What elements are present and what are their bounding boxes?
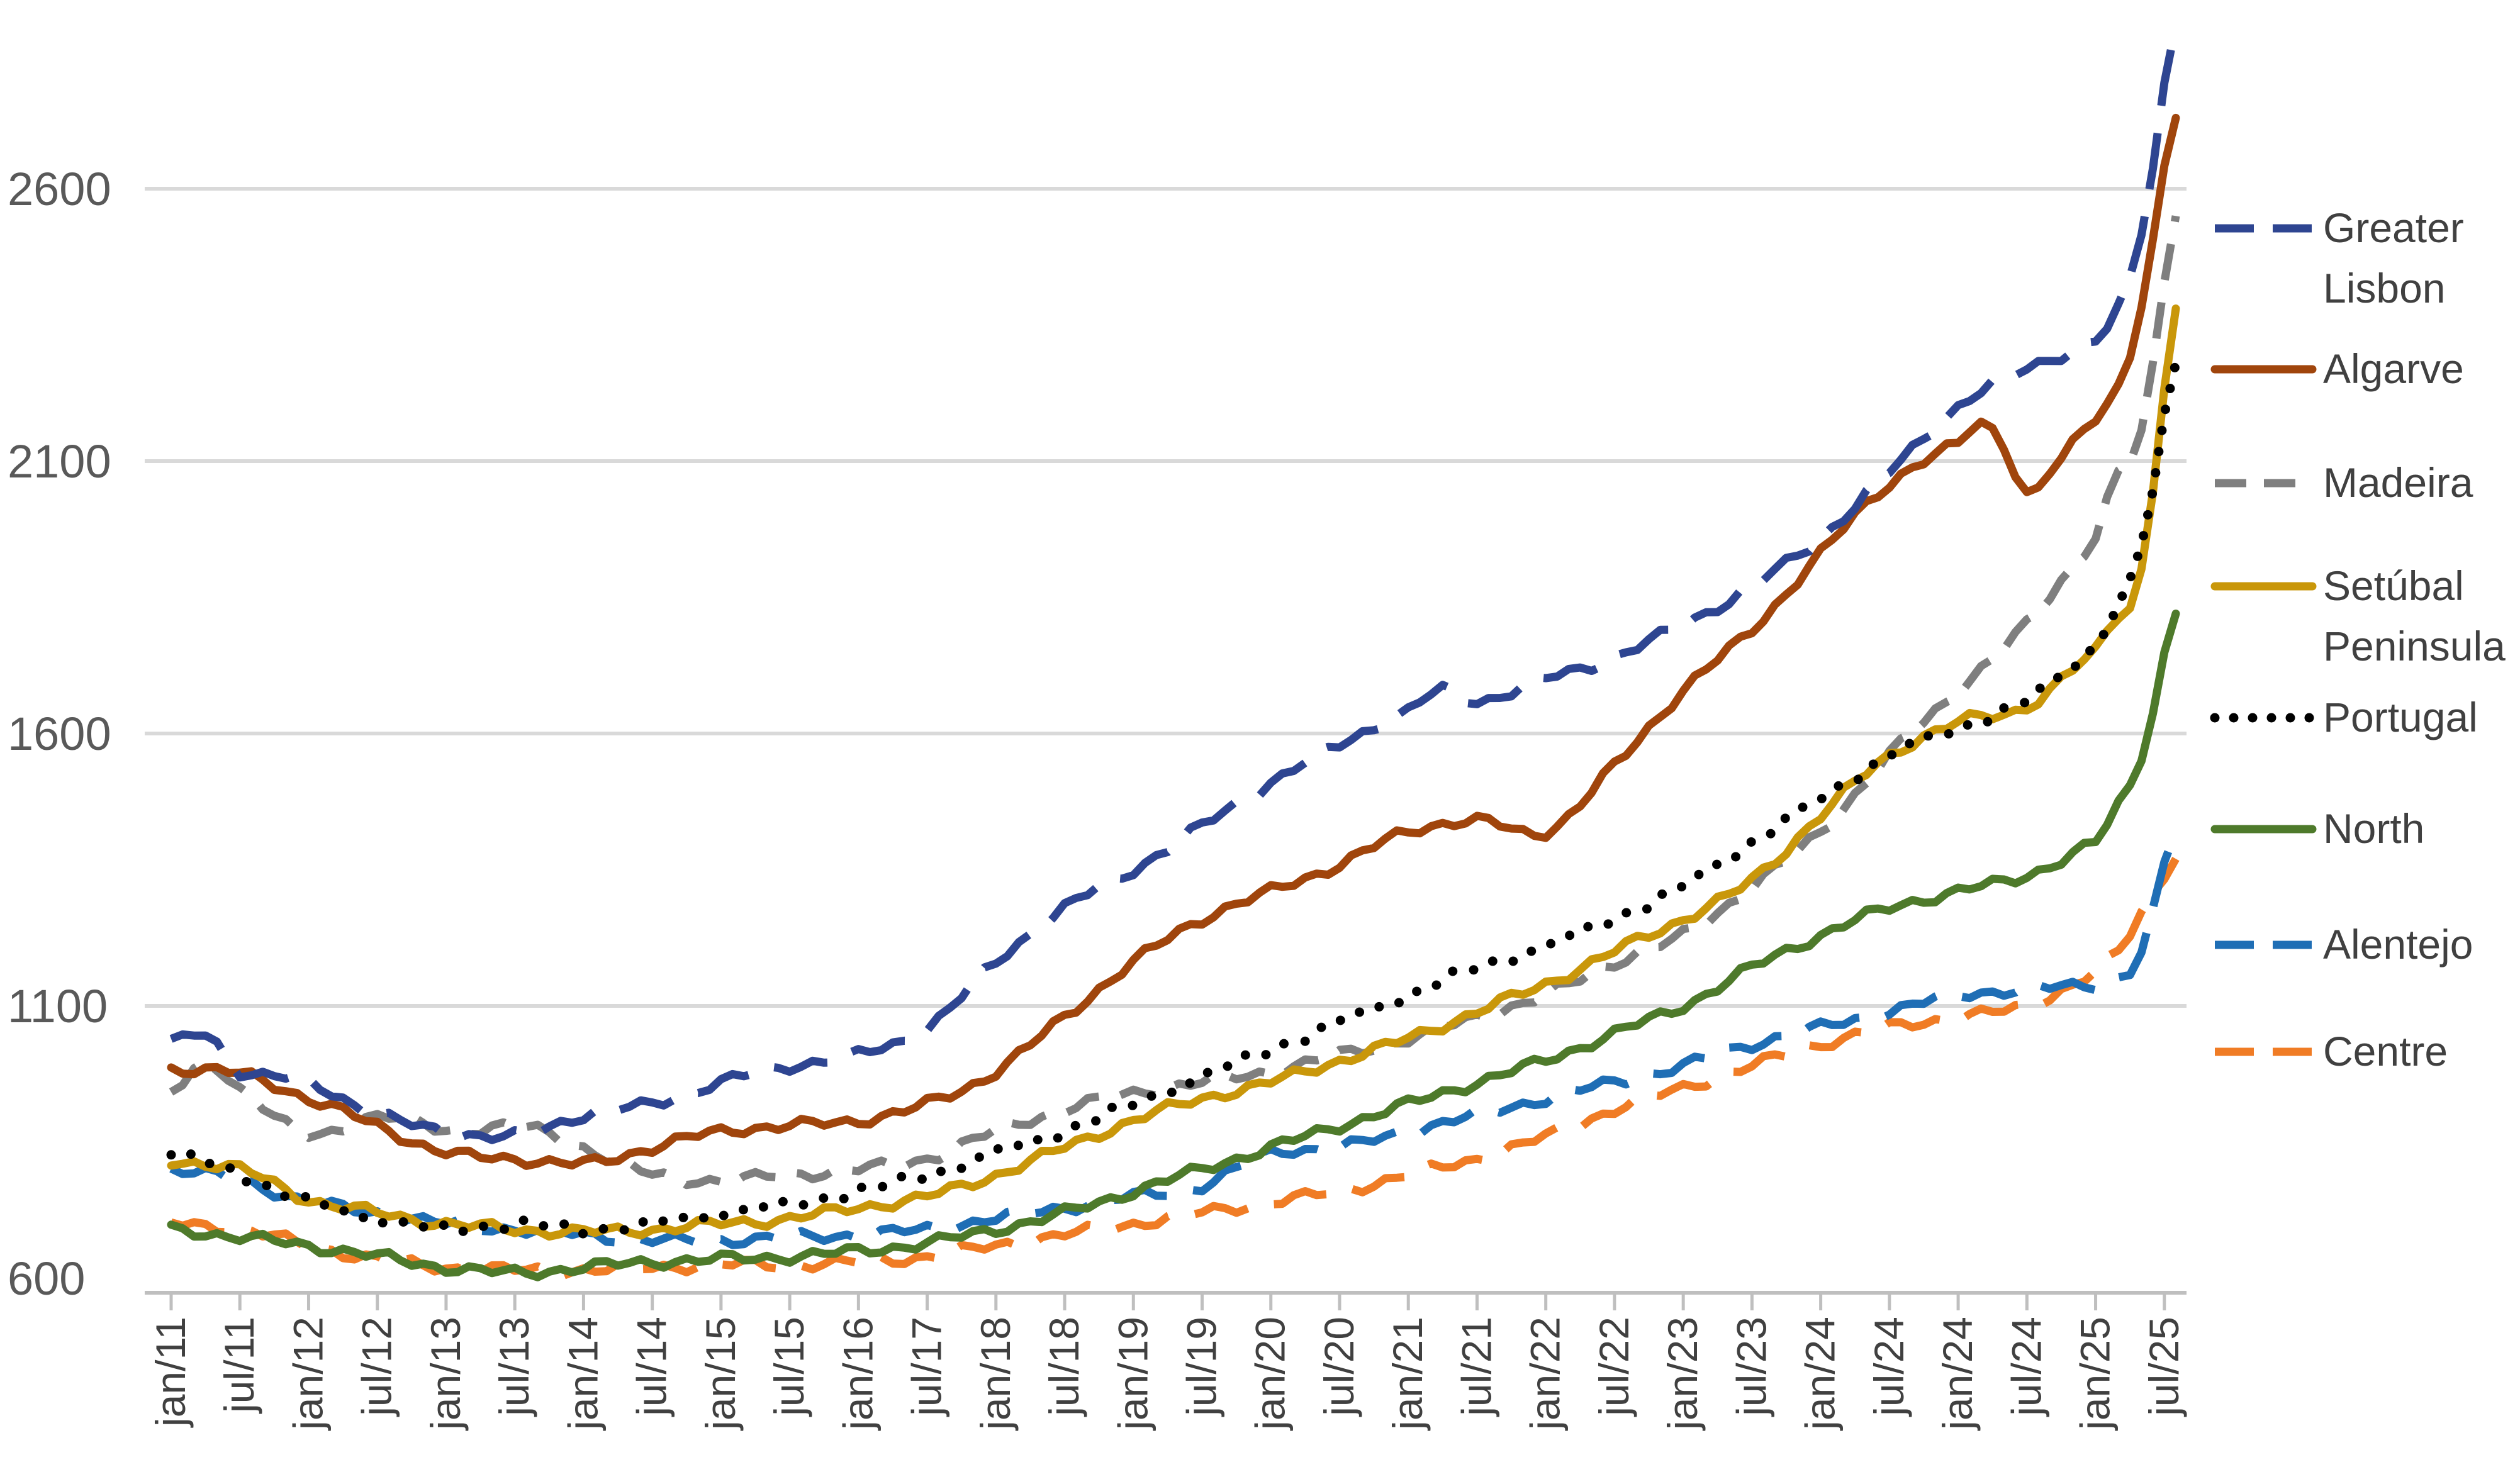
y-axis-tick-labels: 600 1100 1600 2100 2600 bbox=[8, 163, 111, 1305]
x-tick-label: jan/11 bbox=[147, 1317, 194, 1428]
x-tick-label: jan/25 bbox=[2072, 1317, 2119, 1431]
y-tick-label: 1600 bbox=[8, 708, 111, 760]
x-tick-label: jul/18 bbox=[1041, 1317, 1087, 1417]
series-line-algarve bbox=[167, 113, 2180, 1170]
y-tick-label: 1100 bbox=[8, 980, 108, 1032]
legend-label: Peninsula bbox=[2323, 623, 2506, 669]
x-tick-label: jul/24 bbox=[2003, 1317, 2049, 1417]
x-tick-label: jan/22 bbox=[1522, 1317, 1569, 1431]
x-tick-label: jul/21 bbox=[1453, 1317, 1499, 1417]
x-tick-label: jul/24 bbox=[1866, 1317, 1912, 1417]
legend-label: Madeira bbox=[2323, 459, 2473, 506]
x-tick-label: jul/25 bbox=[2141, 1317, 2187, 1417]
y-tick-label: 2100 bbox=[8, 435, 111, 488]
x-tick-label: jan/24 bbox=[1797, 1317, 1844, 1431]
series-line-centre bbox=[170, 857, 2180, 1281]
legend: Greater Lisbon Algarve Madeira Setúbal Penins… bbox=[2210, 204, 2506, 1074]
x-tick-label: jul/22 bbox=[1591, 1317, 1637, 1417]
x-tick-label: jan/13 bbox=[422, 1317, 469, 1431]
x-tick-label: jan/18 bbox=[972, 1317, 1019, 1431]
y-tick-label: 600 bbox=[8, 1252, 85, 1305]
x-axis bbox=[145, 1291, 2187, 1310]
x-tick-label: jul/17 bbox=[904, 1317, 950, 1417]
x-tick-label: jul/20 bbox=[1316, 1317, 1362, 1417]
x-tick-label: jan/24 bbox=[1934, 1317, 1981, 1431]
x-tick-label: jan/16 bbox=[834, 1317, 881, 1431]
x-tick-label: jan/23 bbox=[1659, 1317, 1706, 1431]
x-tick-label: jan/21 bbox=[1384, 1317, 1431, 1431]
x-tick-label: jul/12 bbox=[354, 1317, 400, 1417]
x-tick-label: jul/23 bbox=[1728, 1317, 1774, 1417]
x-tick-label: jan/20 bbox=[1247, 1317, 1294, 1431]
series-line-portugal bbox=[166, 358, 2181, 1239]
series-line-madeira bbox=[169, 215, 2180, 1190]
x-tick-label: jan/14 bbox=[559, 1317, 606, 1431]
legend-label: Algarve bbox=[2323, 345, 2464, 392]
legend-label: North bbox=[2323, 805, 2424, 852]
series-line-north bbox=[167, 610, 2180, 1281]
series-line-greater-lisbon bbox=[169, 24, 2180, 1144]
legend-label: Alentejo bbox=[2323, 921, 2473, 968]
x-tick-label: jan/15 bbox=[697, 1317, 744, 1431]
y-tick-label: 2600 bbox=[8, 163, 111, 215]
x-axis-tick-labels: jan/11 jul/11 jan/12 jul/12 jan/13 jul/13 jan/… bbox=[147, 1317, 2187, 1431]
gridlines bbox=[145, 187, 2187, 1008]
series-line-set-bal-peninsula bbox=[167, 304, 2180, 1241]
x-tick-label: jul/14 bbox=[629, 1317, 675, 1417]
legend-label: Greater bbox=[2323, 204, 2464, 251]
x-tick-label: jul/11 bbox=[216, 1317, 262, 1414]
x-tick-label: jul/15 bbox=[766, 1317, 812, 1417]
x-tick-label: jan/12 bbox=[284, 1317, 331, 1431]
legend-label: Centre bbox=[2323, 1028, 2448, 1074]
legend-label: Setúbal bbox=[2323, 562, 2464, 609]
legend-label: Portugal bbox=[2323, 694, 2478, 740]
series-lines bbox=[166, 24, 2181, 1281]
x-tick-label: jul/19 bbox=[1179, 1317, 1225, 1417]
legend-label: Lisbon bbox=[2323, 265, 2446, 311]
x-tick-label: jan/19 bbox=[1109, 1317, 1156, 1431]
x-tick-label: jul/13 bbox=[491, 1317, 537, 1417]
